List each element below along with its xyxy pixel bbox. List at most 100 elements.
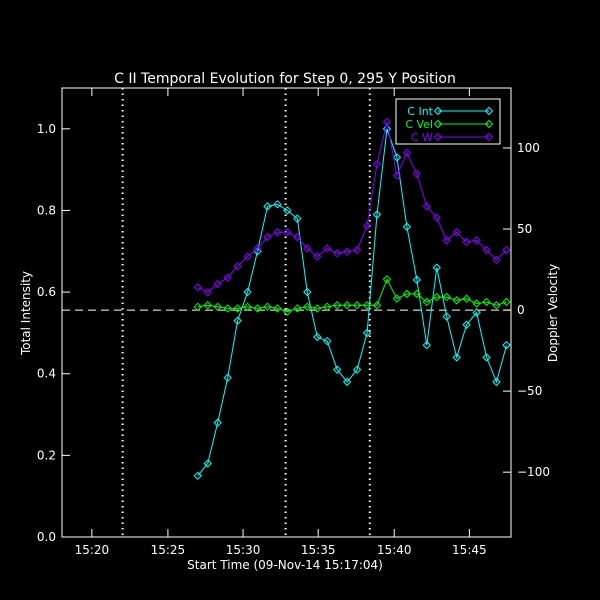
data-point-c-int [432, 263, 441, 272]
data-point-c-vel [482, 297, 491, 307]
data-point-c-vel [332, 300, 342, 310]
data-point-c-w [382, 117, 392, 127]
data-point-c-w [233, 262, 242, 271]
data-point-c-int [332, 365, 342, 374]
axes: 15:20 15:25 15:30 15:35 15:40 15:45 0.0 0.2 0.4 0… [37, 87, 550, 557]
data-point-c-int [442, 312, 451, 321]
legend-marker-c-vel [484, 119, 494, 129]
data-point-c-vel [193, 302, 202, 312]
data-point-c-w [273, 228, 282, 237]
data-point-c-w [352, 245, 362, 255]
data-point-c-vel [203, 300, 212, 310]
data-point-c-int [462, 320, 471, 329]
data-point-c-w [243, 252, 252, 261]
y-left-tick-label: 1.0 [37, 122, 56, 136]
y-right-tick-label: 100 [517, 141, 540, 155]
data-point-c-w [332, 249, 342, 258]
data-point-c-w [462, 237, 471, 247]
x-tick-label: 15:40 [377, 543, 412, 557]
data-point-c-int [303, 287, 312, 297]
data-point-c-w [422, 202, 432, 211]
data-point-c-int [193, 471, 202, 480]
y-left-tick-label: 0.4 [37, 367, 56, 381]
data-point-c-vel [313, 304, 322, 313]
x-tick-label: 15:20 [75, 543, 110, 557]
data-point-c-int [492, 377, 501, 387]
data-point-c-int [243, 287, 252, 297]
legend-marker-c-vel [433, 119, 443, 129]
data-point-c-int [502, 340, 511, 350]
x-tick-label: 15:30 [226, 543, 261, 557]
data-point-c-vel [253, 304, 262, 313]
data-point-c-int [213, 418, 222, 427]
data-point-c-vel [432, 292, 441, 302]
data-point-c-int [352, 365, 362, 374]
data-point-c-w [313, 252, 322, 261]
data-point-c-w [283, 228, 292, 237]
data-point-c-int [412, 275, 422, 285]
legend-marker-c-w [484, 132, 494, 142]
data-point-c-vel [362, 300, 372, 310]
data-point-c-w [372, 159, 382, 169]
data-point-c-vel [412, 289, 422, 299]
legend-label-c-vel: C Vel [405, 118, 433, 131]
data-point-c-vel [442, 292, 451, 302]
data-point-c-w [432, 213, 441, 222]
data-point-c-vel [213, 302, 222, 312]
data-point-c-int [223, 373, 232, 383]
data-point-c-int [422, 340, 432, 350]
data-point-c-w [342, 247, 352, 256]
chart-title: C II Temporal Evolution for Step 0, 295 … [114, 71, 456, 87]
legend-marker-c-int [484, 106, 494, 116]
data-point-c-int [323, 336, 332, 346]
y-right-tick-label: 0 [517, 303, 525, 317]
data-point-c-vel [502, 297, 511, 307]
reference-lines [62, 88, 511, 537]
y-left-tick-label: 0.8 [37, 203, 56, 217]
series-line-c-int [197, 128, 507, 477]
data-point-c-vel [392, 294, 402, 303]
data-point-c-vel [263, 302, 272, 312]
data-point-c-int [382, 124, 392, 134]
data-point-c-w [362, 221, 372, 230]
data-point-c-int [273, 200, 282, 209]
data-point-c-int [233, 316, 242, 325]
data-point-c-vel [323, 302, 332, 312]
data-point-c-int [392, 153, 402, 162]
data-point-c-w [203, 288, 212, 297]
data-point-c-int [372, 210, 382, 219]
data-point-c-int [402, 222, 412, 231]
data-point-c-w [293, 232, 302, 242]
data-point-c-w [303, 244, 312, 253]
data-point-c-vel [452, 296, 461, 305]
y-right-tick-label: −100 [517, 465, 550, 479]
x-axis-label: Start Time (09-Nov-14 15:17:04) [187, 558, 383, 572]
legend-label-c-int: C Int [407, 105, 433, 118]
data-point-c-w [392, 171, 402, 180]
data-point-c-int [263, 202, 272, 211]
data-point-c-vel [372, 300, 382, 310]
plot-frame [61, 87, 512, 538]
data-point-c-vel [422, 297, 432, 307]
y-right-tick-label: −50 [517, 384, 542, 398]
data-point-c-w [263, 232, 272, 242]
data-point-c-int [482, 353, 491, 362]
legend-label-c-w: C W [411, 131, 433, 144]
legend-marker-c-w [433, 132, 443, 142]
x-tick-label: 15:45 [452, 543, 487, 557]
y-left-tick-label: 0.0 [37, 530, 56, 544]
data-point-c-int [203, 459, 212, 468]
data-point-c-vel [243, 302, 252, 312]
data-point-c-w [482, 245, 491, 255]
data-point-c-vel [462, 294, 471, 303]
data-point-c-int [472, 308, 481, 317]
data-point-c-w [412, 169, 422, 179]
data-point-c-w [472, 236, 481, 245]
data-point-c-w [442, 236, 451, 245]
data-point-c-vel [342, 300, 352, 310]
series-layer [193, 117, 511, 480]
data-point-c-w [213, 279, 222, 289]
